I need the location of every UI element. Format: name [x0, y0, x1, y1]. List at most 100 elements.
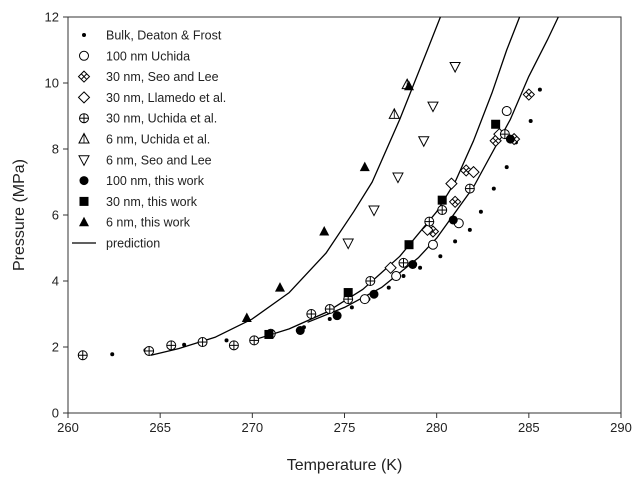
legend-marker-9: [79, 196, 89, 206]
data-point: [453, 239, 458, 244]
data-point: [449, 62, 461, 74]
x-axis-title: Temperature (K): [287, 457, 403, 474]
legend-marker-2: [79, 50, 89, 61]
data-point: [319, 226, 330, 236]
series-10: [241, 80, 415, 322]
x-tick-label-285: 285: [518, 420, 540, 435]
y-tick-label-12: 12: [45, 10, 59, 25]
series-7: [342, 62, 461, 250]
data-point: [504, 165, 509, 170]
data-point: [306, 309, 317, 319]
data-point: [424, 216, 435, 227]
legend-label-9: 30 nm, this work: [106, 195, 198, 209]
x-tick-label-270: 270: [241, 420, 263, 435]
x-tick-label-260: 260: [57, 420, 79, 435]
data-point: [264, 329, 274, 339]
data-point: [528, 118, 533, 123]
y-tick-label-10: 10: [45, 76, 59, 91]
y-tick-label-4: 4: [52, 274, 59, 289]
data-point: [332, 311, 342, 321]
data-point: [505, 134, 515, 144]
data-point: [359, 294, 370, 305]
y-axis-title: Pressure (MPa): [11, 159, 28, 271]
y-tick-label-8: 8: [52, 142, 59, 157]
data-point: [401, 274, 406, 279]
series-5: [77, 129, 510, 361]
prediction-curve-3: [307, 16, 559, 323]
legend-label-10: 6 nm, this work: [106, 216, 191, 230]
x-axis: 260 265 270 275 280 285 290: [57, 413, 632, 435]
data-point: [166, 340, 177, 351]
legend-marker-8: [79, 176, 89, 186]
data-point: [491, 186, 496, 191]
data-point: [467, 227, 472, 232]
data-point: [324, 304, 335, 315]
data-point: [417, 136, 430, 148]
prediction-curves: [150, 16, 559, 356]
data-point: [427, 239, 438, 250]
x-tick-label-280: 280: [426, 420, 448, 435]
data-point: [343, 288, 353, 298]
data-point: [368, 205, 380, 217]
data-point: [448, 195, 462, 209]
data-point: [478, 209, 483, 214]
legend-marker-1: [82, 33, 86, 37]
data-point: [77, 350, 88, 361]
data-point: [110, 352, 115, 357]
legend-label-5: 30 nm, Uchida et al.: [106, 112, 217, 126]
x-tick-label-265: 265: [149, 420, 171, 435]
data-point: [448, 215, 458, 225]
data-point: [359, 161, 370, 172]
data-point: [295, 326, 305, 335]
data-point: [398, 257, 409, 268]
data-point: [391, 271, 402, 282]
data-point: [522, 88, 536, 101]
data-point: [501, 106, 512, 117]
data-point: [197, 337, 208, 348]
data-point: [228, 340, 239, 351]
data-point: [144, 345, 155, 356]
legend-label-1: Bulk, Deaton & Frost: [106, 29, 222, 43]
data-point: [386, 285, 391, 290]
data-point: [464, 183, 475, 194]
data-markers: [77, 62, 542, 361]
data-point: [537, 87, 542, 92]
series-8: [295, 134, 515, 335]
data-point: [408, 260, 418, 269]
legend: Bulk, Deaton & Frost 100 nm Uchida 30 nm, …: [72, 29, 226, 251]
series-4: [384, 127, 506, 275]
data-point: [438, 254, 443, 259]
data-point: [342, 238, 355, 250]
data-point: [427, 101, 439, 113]
y-tick-label-2: 2: [52, 340, 59, 355]
data-point: [349, 305, 354, 310]
series-9: [264, 119, 501, 339]
data-point: [365, 276, 376, 286]
data-point: [491, 119, 501, 129]
y-tick-label-0: 0: [52, 406, 59, 421]
legend-label-4: 30 nm, Llamedo et al.: [106, 91, 226, 105]
legend-label-8: 100 nm, this work: [106, 174, 205, 188]
data-point: [369, 289, 379, 299]
legend-marker-3: [77, 70, 91, 83]
data-point: [327, 316, 332, 321]
data-point: [404, 240, 414, 250]
data-point: [437, 195, 447, 205]
legend-label-7: 6 nm, Seo and Lee: [106, 153, 212, 167]
data-point: [437, 205, 448, 216]
legend-label-3: 30 nm, Seo and Lee: [106, 70, 219, 84]
x-tick-label-275: 275: [334, 420, 356, 435]
data-point: [224, 338, 229, 343]
data-point: [274, 282, 285, 292]
data-point: [182, 342, 187, 347]
legend-marker-7: [78, 155, 90, 167]
legend-marker-6: [78, 132, 90, 144]
prediction-curve-2: [252, 16, 521, 342]
data-point: [384, 261, 397, 275]
data-point: [249, 335, 260, 346]
legend-label-11: prediction: [106, 237, 160, 251]
legend-marker-4: [77, 91, 91, 104]
data-point: [418, 265, 423, 270]
series-2: [359, 106, 512, 305]
